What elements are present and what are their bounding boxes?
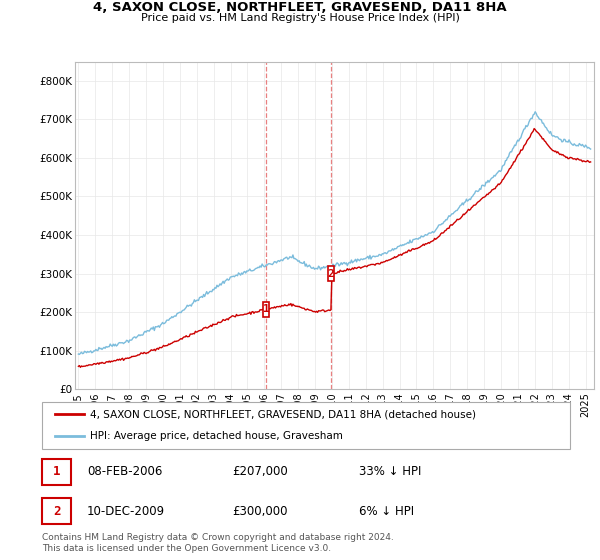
Text: 2: 2 [53,505,60,517]
Text: Contains HM Land Registry data © Crown copyright and database right 2024.
This d: Contains HM Land Registry data © Crown c… [42,533,394,553]
Text: 33% ↓ HPI: 33% ↓ HPI [359,465,421,478]
Text: 1: 1 [263,305,269,314]
FancyBboxPatch shape [263,302,269,317]
FancyBboxPatch shape [42,459,71,485]
Text: 4, SAXON CLOSE, NORTHFLEET, GRAVESEND, DA11 8HA (detached house): 4, SAXON CLOSE, NORTHFLEET, GRAVESEND, D… [89,409,476,419]
FancyBboxPatch shape [42,402,570,449]
FancyBboxPatch shape [42,498,71,524]
Text: 6% ↓ HPI: 6% ↓ HPI [359,505,414,517]
Text: 1: 1 [53,465,60,478]
Text: £300,000: £300,000 [232,505,287,517]
Text: 2: 2 [328,269,334,278]
Text: 4, SAXON CLOSE, NORTHFLEET, GRAVESEND, DA11 8HA: 4, SAXON CLOSE, NORTHFLEET, GRAVESEND, D… [93,1,507,14]
Text: 08-FEB-2006: 08-FEB-2006 [87,465,162,478]
Text: Price paid vs. HM Land Registry's House Price Index (HPI): Price paid vs. HM Land Registry's House … [140,13,460,24]
Text: £207,000: £207,000 [232,465,288,478]
Text: HPI: Average price, detached house, Gravesham: HPI: Average price, detached house, Grav… [89,431,343,441]
FancyBboxPatch shape [328,266,334,281]
Text: 10-DEC-2009: 10-DEC-2009 [87,505,165,517]
